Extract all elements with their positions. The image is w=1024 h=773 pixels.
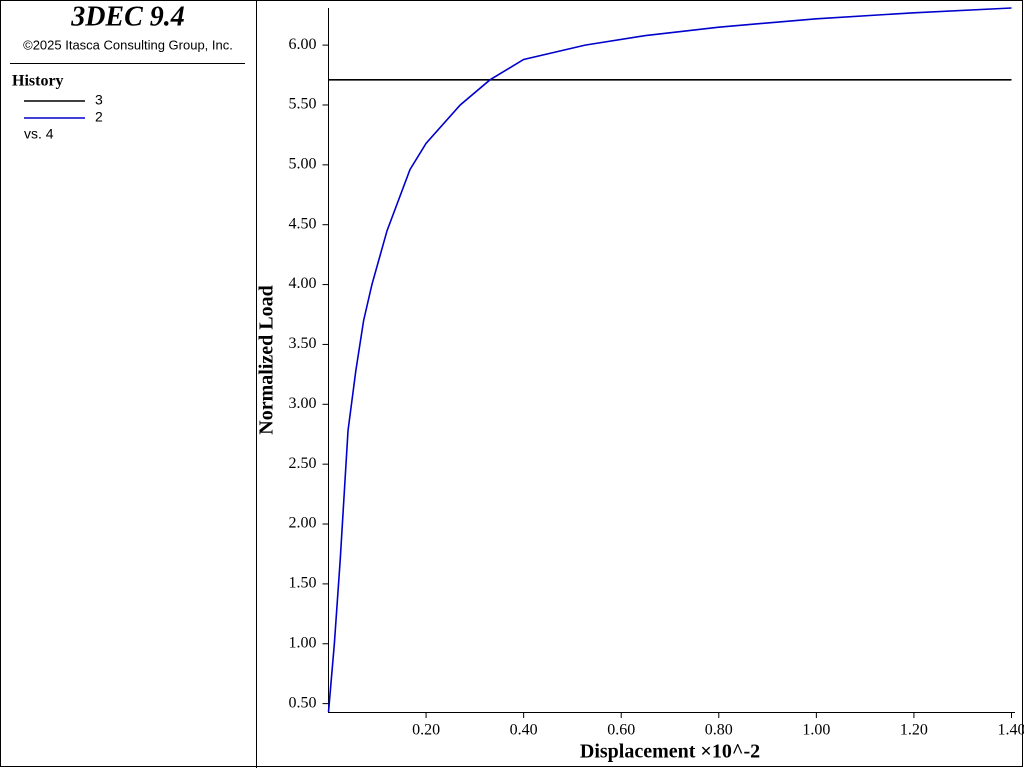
y-tick-label: 3.00 bbox=[289, 395, 317, 412]
history-label: History bbox=[12, 73, 64, 90]
x-tick-label: 0.80 bbox=[705, 722, 733, 739]
legend-label: 2 bbox=[95, 109, 103, 125]
y-tick-label: 4.50 bbox=[289, 215, 317, 232]
x-tick-label: 0.20 bbox=[412, 722, 440, 739]
y-tick-label: 2.50 bbox=[289, 455, 317, 472]
y-tick-label: 1.50 bbox=[289, 575, 317, 592]
y-tick-label: 0.50 bbox=[289, 694, 317, 711]
x-axis-label: Displacement ×10^-2 bbox=[580, 741, 760, 763]
x-tick-label: 0.40 bbox=[510, 722, 538, 739]
x-tick-label: 1.00 bbox=[802, 722, 830, 739]
y-tick-label: 2.00 bbox=[289, 515, 317, 532]
y-tick-label: 5.50 bbox=[289, 96, 317, 113]
series-line bbox=[329, 8, 1012, 712]
y-tick-label: 4.00 bbox=[289, 275, 317, 292]
legend-label: 3 bbox=[95, 92, 103, 108]
x-tick-label: 1.20 bbox=[900, 722, 928, 739]
app-title: 3DEC 9.4 bbox=[70, 1, 185, 32]
x-tick-label: 0.60 bbox=[607, 722, 635, 739]
y-tick-label: 1.00 bbox=[289, 634, 317, 651]
vs-label: vs. 4 bbox=[24, 126, 54, 142]
y-tick-label: 3.50 bbox=[289, 335, 317, 352]
x-tick-label: 1.40 bbox=[998, 722, 1024, 739]
copyright: ©2025 Itasca Consulting Group, Inc. bbox=[23, 37, 233, 52]
y-axis-label: Normalized Load bbox=[256, 285, 278, 434]
y-tick-label: 5.00 bbox=[289, 156, 317, 173]
y-tick-label: 6.00 bbox=[289, 36, 317, 53]
